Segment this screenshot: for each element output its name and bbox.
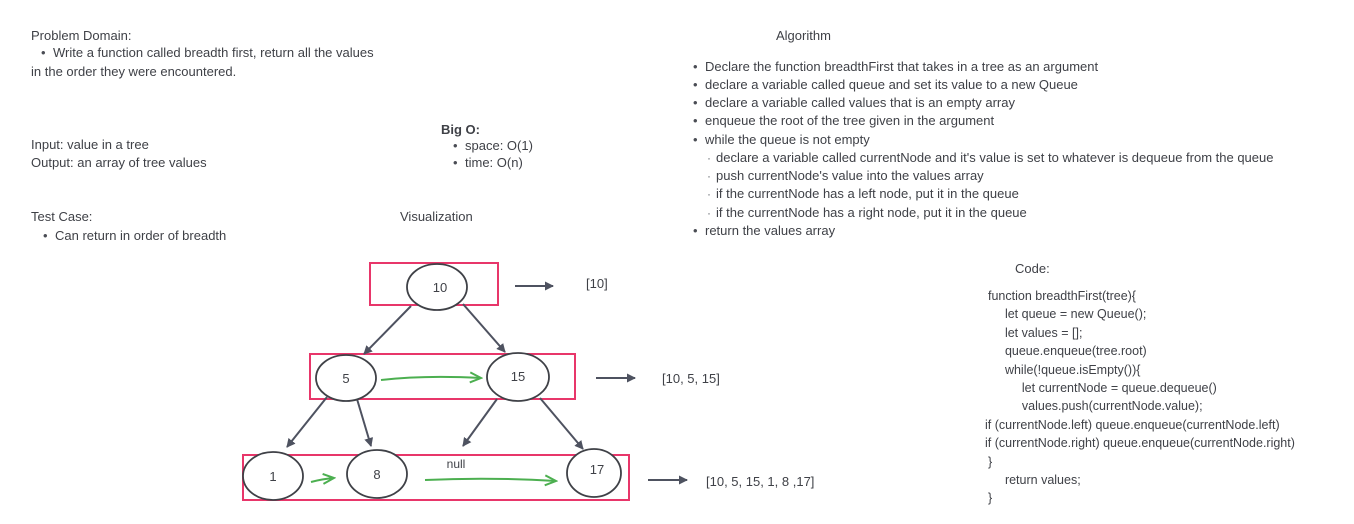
edge-5-1 <box>286 396 328 448</box>
algorithm-substep: push currentNode's value into the values… <box>707 167 984 185</box>
problem-domain-heading: Problem Domain: <box>31 28 132 43</box>
code-line: queue.enqueue(tree.root) <box>998 344 1147 359</box>
level-1-highlight-box <box>309 353 576 400</box>
node-label: 8 <box>373 467 380 482</box>
algorithm-step: while the queue is not empty <box>693 131 870 149</box>
algorithm-heading: Algorithm <box>776 28 831 43</box>
result-level-0: [10] <box>586 276 608 291</box>
output-text: Output: an array of tree values <box>31 155 207 170</box>
null-label: null <box>447 457 466 471</box>
code-line: return values; <box>998 472 1081 487</box>
algorithm-substep: if the currentNode has a left node, put … <box>707 185 1019 203</box>
algorithm-final-step: return the values array <box>693 222 835 240</box>
test-case-heading: Test Case: <box>31 209 93 224</box>
big-o-heading: Big O: <box>441 122 480 137</box>
tree-node-17: 17 <box>566 448 622 498</box>
code-block: function breadthFirst(tree){ let queue =… <box>985 287 1295 508</box>
node-label: 1 <box>269 469 276 484</box>
test-case-item: Can return in order of breadth <box>43 227 226 245</box>
big-o-time: time: O(n) <box>453 154 523 172</box>
node-label: 5 <box>342 371 349 386</box>
algorithm-substep: declare a variable called currentNode an… <box>707 149 1273 167</box>
code-line: let queue = new Queue(); <box>998 307 1147 322</box>
code-line: let currentNode = queue.dequeue() <box>1008 380 1217 395</box>
traversal-arrow-1-8 <box>310 478 334 482</box>
code-line: if (currentNode.left) queue.enqueue(curr… <box>985 417 1280 432</box>
code-line: let values = []; <box>998 325 1083 340</box>
node-label: 15 <box>511 369 525 384</box>
tree-node-10: 10 <box>406 263 468 311</box>
problem-domain-bullet: Write a function called breadth first, r… <box>41 44 374 62</box>
visualization-heading: Visualization <box>400 209 473 224</box>
edge-10-15 <box>462 303 506 353</box>
code-line: } <box>988 454 993 469</box>
algorithm-step: Declare the function breadthFirst that t… <box>693 58 1098 76</box>
result-level-1: [10, 5, 15] <box>662 371 720 386</box>
code-line: } <box>988 491 993 506</box>
code-line: if (currentNode.right) queue.enqueue(cur… <box>985 436 1295 451</box>
code-line: values.push(currentNode.value); <box>1008 399 1203 414</box>
big-o-space: space: O(1) <box>453 137 533 155</box>
algorithm-step: declare a variable called values that is… <box>693 94 1015 112</box>
problem-domain-continuation: in the order they were encountered. <box>31 64 237 79</box>
algorithm-substep: if the currentNode has a right node, put… <box>707 204 1027 222</box>
traversal-arrow-8-17 <box>424 479 556 481</box>
node-label: 10 <box>433 280 447 295</box>
result-level-2: [10, 5, 15, 1, 8 ,17] <box>706 474 814 489</box>
traversal-arrow-5-15 <box>380 377 481 380</box>
code-heading: Code: <box>1015 261 1050 276</box>
code-line: while(!queue.isEmpty()){ <box>998 362 1141 377</box>
input-text: Input: value in a tree <box>31 137 149 152</box>
algorithm-step: declare a variable called queue and set … <box>693 76 1078 94</box>
edge-10-5 <box>363 305 412 355</box>
node-label: 17 <box>590 462 604 477</box>
edge-15-17 <box>539 397 584 450</box>
tree-node-5: 5 <box>315 354 377 402</box>
edge-15-null <box>462 398 498 447</box>
tree-node-1: 1 <box>242 451 304 501</box>
code-line: function breadthFirst(tree){ <box>988 289 1136 303</box>
tree-node-15: 15 <box>486 352 550 402</box>
tree-node-8: 8 <box>346 449 408 499</box>
edge-5-8 <box>356 398 374 447</box>
algorithm-step: enqueue the root of the tree given in th… <box>693 112 994 130</box>
